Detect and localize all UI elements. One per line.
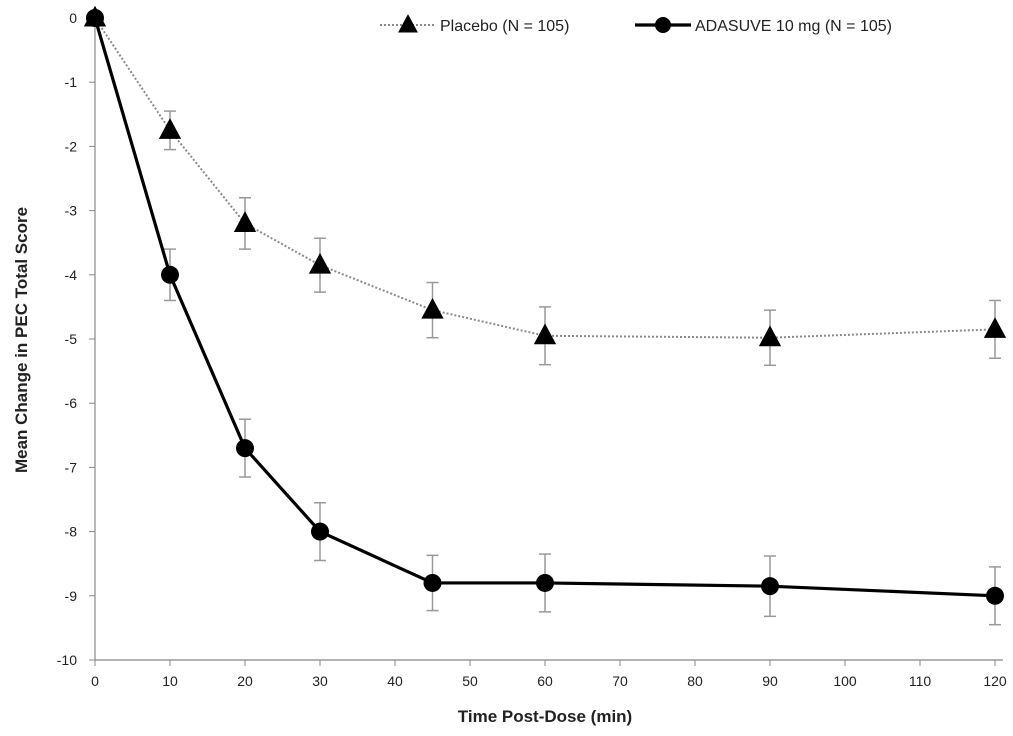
x-tick-label: 110 [909,673,932,689]
x-tick-label: 50 [462,673,478,689]
x-tick-label: 80 [687,673,703,689]
series-adasuve [86,9,1004,626]
data-point [986,586,1004,605]
y-tick-label: -4 [65,267,78,283]
x-tick-label: 60 [537,673,553,689]
x-tick-label: 0 [91,673,99,689]
y-tick-label: -8 [65,524,78,540]
y-tick-label: 0 [69,10,77,26]
data-point [311,522,329,541]
y-tick-label: -6 [65,395,78,411]
data-point [758,325,782,347]
circle-marker-icon [655,17,671,33]
data-point [761,577,779,596]
legend: Placebo (N = 105) ADASUVE 10 mg (N = 105) [380,14,892,35]
data-point [421,297,444,319]
x-tick-label: 70 [612,673,628,689]
data-point [308,252,332,274]
x-tick-label: 20 [237,673,253,689]
series-line [94,17,996,339]
x-tick-label: 120 [983,673,1007,689]
y-tick-label: -10 [57,652,77,668]
legend-item-placebo: Placebo (N = 105) [380,14,569,35]
x-tick-label: 10 [162,673,178,689]
data-point [236,439,254,458]
data-point [536,573,554,592]
data-point [233,211,257,232]
series-line [93,17,996,598]
data-point [533,323,557,345]
y-tick-label: -3 [65,203,78,219]
axes: 0 -1 -2 -3 -4 -5 -6 -7 -8 -9 -10 0 10 20 30 40 50 60 70 80 9… [57,10,1007,689]
triangle-marker-icon [398,14,418,33]
series-layer [83,5,1007,626]
y-tick-label: -2 [65,138,78,154]
legend-label: ADASUVE 10 mg (N = 105) [695,18,892,35]
data-point [423,573,442,592]
data-point [983,317,1007,338]
series-placebo [83,5,1007,367]
y-tick-label: -9 [65,588,78,604]
y-tick-label: -7 [65,459,78,475]
x-tick-label: 40 [387,673,403,689]
legend-label: Placebo (N = 105) [440,18,569,35]
data-point [161,265,179,284]
x-tick-label: 90 [762,673,778,689]
x-tick-label: 100 [833,673,857,689]
data-point [86,9,104,27]
x-tick-label: 30 [312,673,328,689]
y-tick-label: -5 [65,331,78,347]
legend-item-adasuve: ADASUVE 10 mg (N = 105) [635,17,892,35]
x-axis-title: Time Post-Dose (min) [458,707,632,726]
y-axis-title: Mean Change in PEC Total Score [12,207,31,473]
data-point [158,118,182,139]
y-tick-label: -1 [65,74,78,90]
